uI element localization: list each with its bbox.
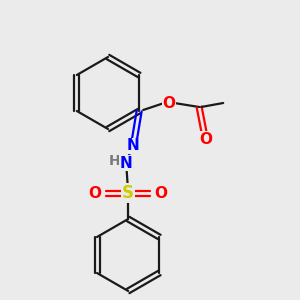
Text: O: O: [163, 95, 176, 110]
Text: O: O: [200, 131, 213, 146]
Text: N: N: [120, 155, 133, 170]
Text: O: O: [155, 185, 168, 200]
Text: H: H: [108, 154, 120, 168]
Text: O: O: [89, 185, 102, 200]
Text: S: S: [122, 184, 134, 202]
Text: N: N: [127, 139, 140, 154]
